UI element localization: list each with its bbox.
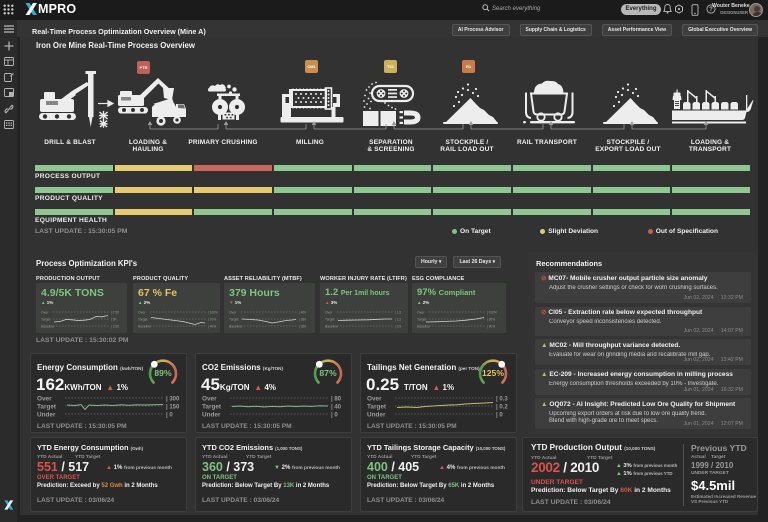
svg-text:| 360: | 360: [299, 325, 306, 329]
svg-text:Over: Over: [41, 311, 49, 315]
svg-text:Baseline: Baseline: [41, 325, 54, 329]
svg-text:| 7.5K: | 7.5K: [111, 311, 120, 315]
svg-text:Baseline: Baseline: [325, 325, 338, 329]
svg-text:| 0.2: | 0.2: [496, 405, 508, 411]
svg-text:Under: Under: [367, 412, 386, 419]
svg-text:| 380: | 380: [299, 318, 306, 322]
svg-text:Target: Target: [138, 318, 147, 322]
svg-text:| 1.5: | 1.5: [395, 311, 401, 315]
svg-text:| 100%: | 100%: [208, 311, 218, 315]
svg-text:Baseline: Baseline: [229, 325, 242, 329]
svg-text:| 300: | 300: [166, 397, 180, 403]
svg-text:Over: Over: [417, 311, 425, 315]
svg-text:Target: Target: [202, 404, 222, 411]
svg-text:| 0: | 0: [496, 413, 503, 419]
svg-text:Under: Under: [37, 412, 56, 419]
svg-text:| 1.2: | 1.2: [395, 318, 401, 322]
svg-text:Baseline: Baseline: [417, 325, 430, 329]
svg-text:?: ?: [709, 7, 713, 13]
svg-text:| 90%: | 90%: [487, 325, 495, 329]
svg-text:| 40: | 40: [331, 405, 342, 411]
svg-text:| 100%: | 100%: [487, 311, 497, 315]
svg-text:| 0: | 0: [331, 413, 338, 419]
svg-text:| 2.5K: | 2.5K: [111, 325, 120, 329]
svg-text:Target: Target: [41, 318, 50, 322]
svg-text:Over: Over: [325, 311, 333, 315]
svg-text:Baseline: Baseline: [138, 325, 151, 329]
svg-text:| 0: | 0: [166, 413, 173, 419]
svg-text:Target: Target: [367, 404, 387, 411]
svg-text:Target: Target: [37, 404, 57, 411]
svg-text:89%: 89%: [154, 368, 172, 378]
svg-text:125%: 125%: [482, 368, 504, 378]
svg-text:Over: Over: [229, 311, 237, 315]
svg-text:| 40%: | 40%: [208, 325, 216, 329]
svg-text:Target: Target: [417, 318, 426, 322]
svg-text:Target: Target: [229, 318, 238, 322]
svg-text:| 150: | 150: [166, 405, 180, 411]
svg-text:Over: Over: [138, 311, 146, 315]
svg-text:Over: Over: [37, 396, 52, 403]
svg-text:Over: Over: [367, 396, 382, 403]
svg-text:Under: Under: [202, 412, 221, 419]
svg-text:Target: Target: [325, 318, 334, 322]
svg-text:| 0.9: | 0.9: [395, 325, 401, 329]
svg-text:| 70%: | 70%: [208, 318, 216, 322]
svg-text:Over: Over: [202, 396, 217, 403]
svg-text:87%: 87%: [319, 368, 337, 378]
svg-text:| 5K: | 5K: [111, 318, 117, 322]
svg-text:| 95%: | 95%: [487, 318, 495, 322]
svg-text:| 80: | 80: [331, 397, 342, 403]
svg-text:| 400: | 400: [299, 311, 306, 315]
svg-text:| 0.3: | 0.3: [496, 397, 508, 403]
